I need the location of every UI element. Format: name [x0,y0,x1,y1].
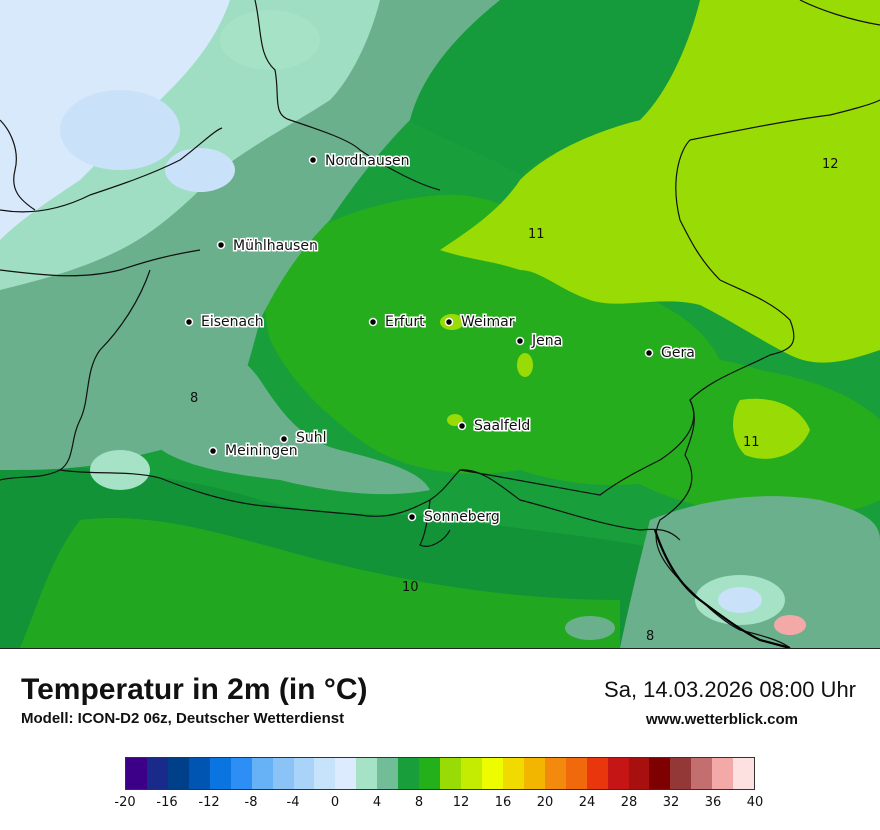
temperature-color-scale [125,757,755,790]
scale-swatch [126,758,147,789]
city-gera: Gera [644,344,696,363]
scale-tick-label: 40 [746,795,764,810]
city-nordhausen: Nordhausen [308,152,411,171]
scale-swatch [628,758,650,789]
scale-swatch [733,758,755,789]
city-saalfeld: Saalfeld [457,417,532,436]
scale-swatch [209,758,231,789]
city-sonneberg: Sonneberg [407,508,501,527]
svg-text:Weimar: Weimar [461,314,515,330]
scale-tick-label: 8 [414,795,424,810]
isoline-label-10: 10 [402,580,419,595]
scale-swatch [230,758,252,789]
svg-text:Mühlhausen: Mühlhausen [233,238,318,254]
isoline-label-11-north: 11 [528,227,545,242]
scale-tick-label: 4 [372,795,382,810]
isoline-label-12: 12 [822,157,839,172]
city-suhl: Suhl [279,429,328,448]
scale-tick-label: -4 [286,795,300,810]
scale-tick-label: -20 [114,795,136,810]
scale-tick-label: -12 [198,795,220,810]
scale-swatch [670,758,692,789]
scale-swatch [565,758,587,789]
scale-swatch [649,758,671,789]
svg-text:Sonneberg: Sonneberg [424,509,500,525]
scale-tick-label: -8 [244,795,258,810]
scale-swatch [377,758,399,789]
scale-swatch [607,758,629,789]
svg-text:Eisenach: Eisenach [201,314,264,330]
svg-text:Nordhausen: Nordhausen [325,153,410,169]
scale-swatch [146,758,168,789]
temperature-map: 12 11 8 11 10 8 Nordhausen Mühlhausen Ei… [0,0,880,649]
scale-swatch [251,758,273,789]
scale-swatch [461,758,482,789]
scale-tick-label: 16 [494,795,512,810]
scale-swatch [440,758,461,789]
svg-text:Gera: Gera [661,345,695,361]
model-info: Modell: ICON-D2 06z, Deutscher Wetterdie… [21,710,345,727]
scale-swatch [314,758,336,789]
scale-tick-label: 24 [578,795,596,810]
scale-swatch [544,758,566,789]
scale-swatch [272,758,294,789]
city-erfurt: Erfurt [368,313,427,332]
scale-swatch [356,758,378,789]
scale-tick-label: 36 [704,795,722,810]
scale-tick-label: -16 [156,795,178,810]
svg-text:Erfurt: Erfurt [385,314,425,330]
scale-tick-label: 20 [536,795,554,810]
map-footer [0,649,880,830]
scale-swatch [293,758,315,789]
city-eisenach: Eisenach [184,313,265,332]
city-muehlhausen: Mühlhausen [216,237,319,256]
scale-swatch [335,758,357,789]
city-meiningen: Meiningen [208,442,299,461]
scale-swatch [523,758,545,789]
isoline-label-8-south: 8 [646,629,654,644]
map-title: Temperatur in 2m (in °C) [21,673,368,706]
scale-swatch [586,758,608,789]
color-scale-ticks: -20 -16 -12 -8 -4 0 4 8 12 16 20 24 28 32 36 40 [114,795,763,815]
scale-tick-label: 32 [662,795,680,810]
scale-swatch [691,758,713,789]
scale-swatch [167,758,189,789]
scale-swatch [398,758,420,789]
scale-swatch [481,758,503,789]
scale-swatch [419,758,441,789]
scale-tick-label: 0 [330,795,340,810]
city-weimar: Weimar [444,313,516,332]
svg-text:Meiningen: Meiningen [225,443,298,459]
svg-text:Saalfeld: Saalfeld [474,418,530,434]
scale-swatch [502,758,524,789]
svg-text:Suhl: Suhl [296,430,327,446]
city-jena: Jena [515,332,564,351]
scale-tick-label: 12 [452,795,470,810]
forecast-datetime: Sa, 14.03.2026 08:00 Uhr [604,677,856,702]
svg-text:Jena: Jena [531,333,562,349]
scale-swatch [188,758,210,789]
isoline-label-8-west: 8 [190,391,198,406]
isoline-label-11-east: 11 [743,435,760,450]
website-link[interactable]: www.wetterblick.com [646,711,798,728]
scale-tick-label: 28 [620,795,638,810]
scale-swatch [712,758,734,789]
